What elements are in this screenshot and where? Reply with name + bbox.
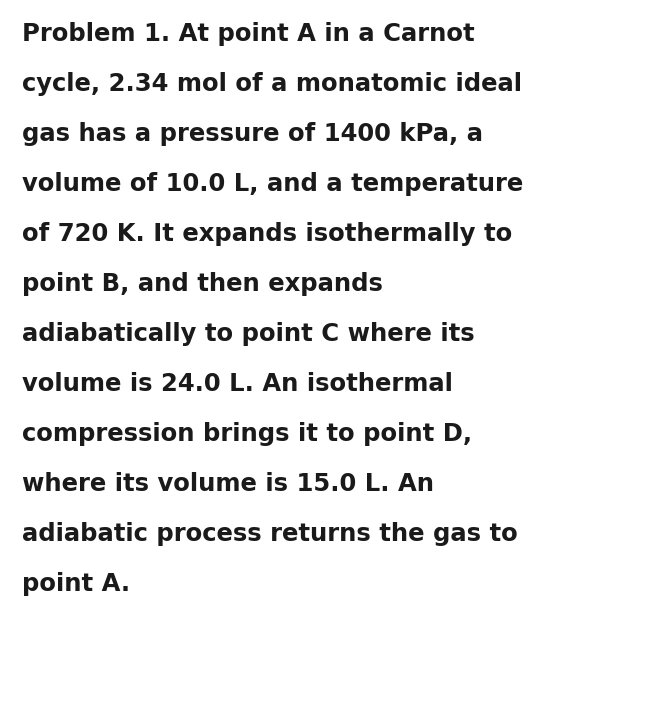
- Text: volume is 24.0 L. An isothermal: volume is 24.0 L. An isothermal: [22, 372, 453, 396]
- Text: Problem 1. At point A in a Carnot: Problem 1. At point A in a Carnot: [22, 22, 474, 46]
- Text: volume of 10.0 L, and a temperature: volume of 10.0 L, and a temperature: [22, 172, 523, 196]
- Text: compression brings it to point D,: compression brings it to point D,: [22, 422, 472, 446]
- Text: gas has a pressure of 1400 kPa, a: gas has a pressure of 1400 kPa, a: [22, 122, 483, 146]
- Text: adiabatically to point C where its: adiabatically to point C where its: [22, 322, 474, 346]
- Text: adiabatic process returns the gas to: adiabatic process returns the gas to: [22, 522, 518, 546]
- Text: cycle, 2.34 mol of a monatomic ideal: cycle, 2.34 mol of a monatomic ideal: [22, 72, 522, 96]
- Text: point B, and then expands: point B, and then expands: [22, 272, 383, 296]
- Text: point A.: point A.: [22, 572, 130, 596]
- Text: of 720 K. It expands isothermally to: of 720 K. It expands isothermally to: [22, 222, 513, 246]
- Text: where its volume is 15.0 L. An: where its volume is 15.0 L. An: [22, 472, 434, 496]
